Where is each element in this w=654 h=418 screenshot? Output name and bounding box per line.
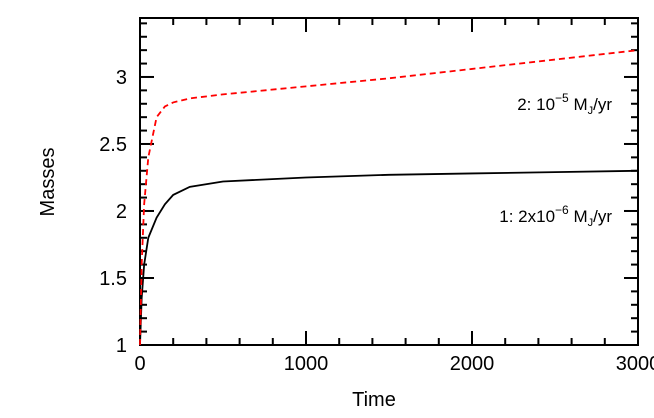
annotation-text: /yr xyxy=(593,207,612,226)
annotation-text: M xyxy=(569,95,588,114)
x-tick-label: 1000 xyxy=(284,353,329,375)
annotation-text: 1: 2x10 xyxy=(499,207,555,226)
annotation-text: 2: 10 xyxy=(517,95,555,114)
y-tick-label: 3 xyxy=(116,67,127,89)
y-tick-label: 2 xyxy=(116,201,127,223)
annotation-sup: −5 xyxy=(555,91,569,105)
y-tick-label: 1 xyxy=(116,335,127,357)
annotation-sub: J xyxy=(588,217,594,229)
plot-frame xyxy=(139,17,639,346)
y-tick-label: 2.5 xyxy=(99,134,127,156)
x-axis-label: Time xyxy=(352,389,396,411)
data-line xyxy=(139,49,639,346)
annotation-text: M xyxy=(569,207,588,226)
x-tick-label: 0 xyxy=(134,353,145,375)
y-axis-label: Masses xyxy=(37,148,59,217)
annotation-text: /yr xyxy=(593,95,612,114)
data-line xyxy=(139,169,639,346)
annotation-sub: J xyxy=(588,105,594,117)
annotation: 1: 2x10−6 MJ/yr xyxy=(499,203,612,229)
x-tick-label: 2000 xyxy=(450,353,495,375)
annotation: 2: 10−5 MJ/yr xyxy=(517,91,612,117)
x-tick-label: 3000 xyxy=(616,353,654,375)
y-tick-label: 1.5 xyxy=(99,268,127,290)
annotation-sup: −6 xyxy=(555,203,569,217)
